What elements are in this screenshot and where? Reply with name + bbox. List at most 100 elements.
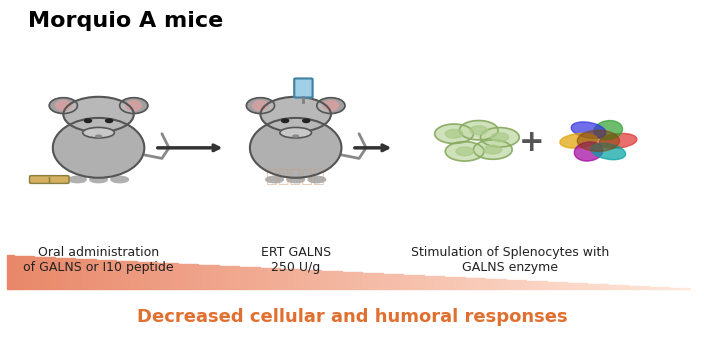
Polygon shape <box>520 280 522 289</box>
Polygon shape <box>338 271 341 289</box>
Ellipse shape <box>90 176 107 183</box>
Polygon shape <box>58 258 62 289</box>
Polygon shape <box>356 272 359 289</box>
Ellipse shape <box>266 176 283 183</box>
Polygon shape <box>181 264 184 289</box>
Polygon shape <box>560 282 564 289</box>
Polygon shape <box>451 277 454 289</box>
Polygon shape <box>116 260 120 289</box>
Ellipse shape <box>111 176 129 183</box>
Ellipse shape <box>491 133 508 142</box>
Polygon shape <box>161 263 164 289</box>
Ellipse shape <box>317 98 345 113</box>
Polygon shape <box>670 288 673 289</box>
Ellipse shape <box>470 126 488 135</box>
Polygon shape <box>154 262 157 289</box>
Polygon shape <box>533 281 536 289</box>
Polygon shape <box>137 262 140 289</box>
Ellipse shape <box>574 142 603 161</box>
Polygon shape <box>325 271 328 289</box>
Polygon shape <box>157 263 161 289</box>
Ellipse shape <box>260 97 331 132</box>
Ellipse shape <box>84 119 92 122</box>
Polygon shape <box>656 287 659 289</box>
Polygon shape <box>386 274 389 289</box>
Text: Morquio A mice: Morquio A mice <box>28 11 223 31</box>
Polygon shape <box>20 256 24 289</box>
Ellipse shape <box>83 127 114 138</box>
FancyBboxPatch shape <box>294 78 313 98</box>
Polygon shape <box>427 276 430 289</box>
Polygon shape <box>151 262 154 289</box>
Polygon shape <box>581 283 584 289</box>
Polygon shape <box>318 270 321 289</box>
Polygon shape <box>205 265 208 289</box>
Polygon shape <box>222 266 225 289</box>
Polygon shape <box>605 284 608 289</box>
Polygon shape <box>417 275 420 289</box>
Ellipse shape <box>246 98 275 113</box>
Polygon shape <box>280 269 284 289</box>
Polygon shape <box>393 274 396 289</box>
Polygon shape <box>413 275 417 289</box>
Ellipse shape <box>282 119 289 122</box>
Text: Stimulation of Splenocytes with
GALNS enzyme: Stimulation of Splenocytes with GALNS en… <box>411 246 610 275</box>
Ellipse shape <box>460 120 498 140</box>
Polygon shape <box>177 264 181 289</box>
Polygon shape <box>496 279 498 289</box>
Polygon shape <box>273 268 277 289</box>
Polygon shape <box>291 269 294 289</box>
Polygon shape <box>267 268 270 289</box>
Polygon shape <box>297 269 301 289</box>
Polygon shape <box>574 283 577 289</box>
Polygon shape <box>308 270 311 289</box>
Ellipse shape <box>287 176 305 183</box>
Polygon shape <box>68 258 72 289</box>
Polygon shape <box>328 271 332 289</box>
Polygon shape <box>42 257 44 289</box>
Polygon shape <box>96 259 99 289</box>
Polygon shape <box>175 263 177 289</box>
Polygon shape <box>543 282 546 289</box>
Polygon shape <box>243 267 246 289</box>
Polygon shape <box>263 268 267 289</box>
Polygon shape <box>65 258 68 289</box>
Polygon shape <box>498 279 502 289</box>
Polygon shape <box>208 265 212 289</box>
Ellipse shape <box>577 130 620 151</box>
Polygon shape <box>472 278 474 289</box>
Polygon shape <box>526 281 529 289</box>
Ellipse shape <box>63 97 134 132</box>
Polygon shape <box>168 263 171 289</box>
Ellipse shape <box>591 143 626 160</box>
Ellipse shape <box>560 133 598 148</box>
Polygon shape <box>232 266 236 289</box>
Polygon shape <box>256 268 260 289</box>
Polygon shape <box>365 273 369 289</box>
Ellipse shape <box>280 127 311 138</box>
Polygon shape <box>332 271 335 289</box>
Polygon shape <box>465 278 468 289</box>
Polygon shape <box>396 274 400 289</box>
Ellipse shape <box>126 101 142 111</box>
Polygon shape <box>540 281 543 289</box>
Polygon shape <box>666 288 670 289</box>
Polygon shape <box>536 281 540 289</box>
Polygon shape <box>434 276 437 289</box>
Polygon shape <box>659 287 662 289</box>
Polygon shape <box>127 261 130 289</box>
Polygon shape <box>284 269 287 289</box>
Polygon shape <box>294 269 297 289</box>
Text: 英瀚新生物: 英瀚新生物 <box>266 166 325 186</box>
Polygon shape <box>72 258 75 289</box>
Polygon shape <box>468 278 472 289</box>
Polygon shape <box>509 280 513 289</box>
Ellipse shape <box>435 124 474 144</box>
Text: ERT GALNS
250 U/g: ERT GALNS 250 U/g <box>260 246 331 275</box>
Polygon shape <box>444 277 448 289</box>
Polygon shape <box>522 281 526 289</box>
Polygon shape <box>448 277 451 289</box>
Polygon shape <box>75 258 79 289</box>
Polygon shape <box>201 265 205 289</box>
Ellipse shape <box>120 98 148 113</box>
